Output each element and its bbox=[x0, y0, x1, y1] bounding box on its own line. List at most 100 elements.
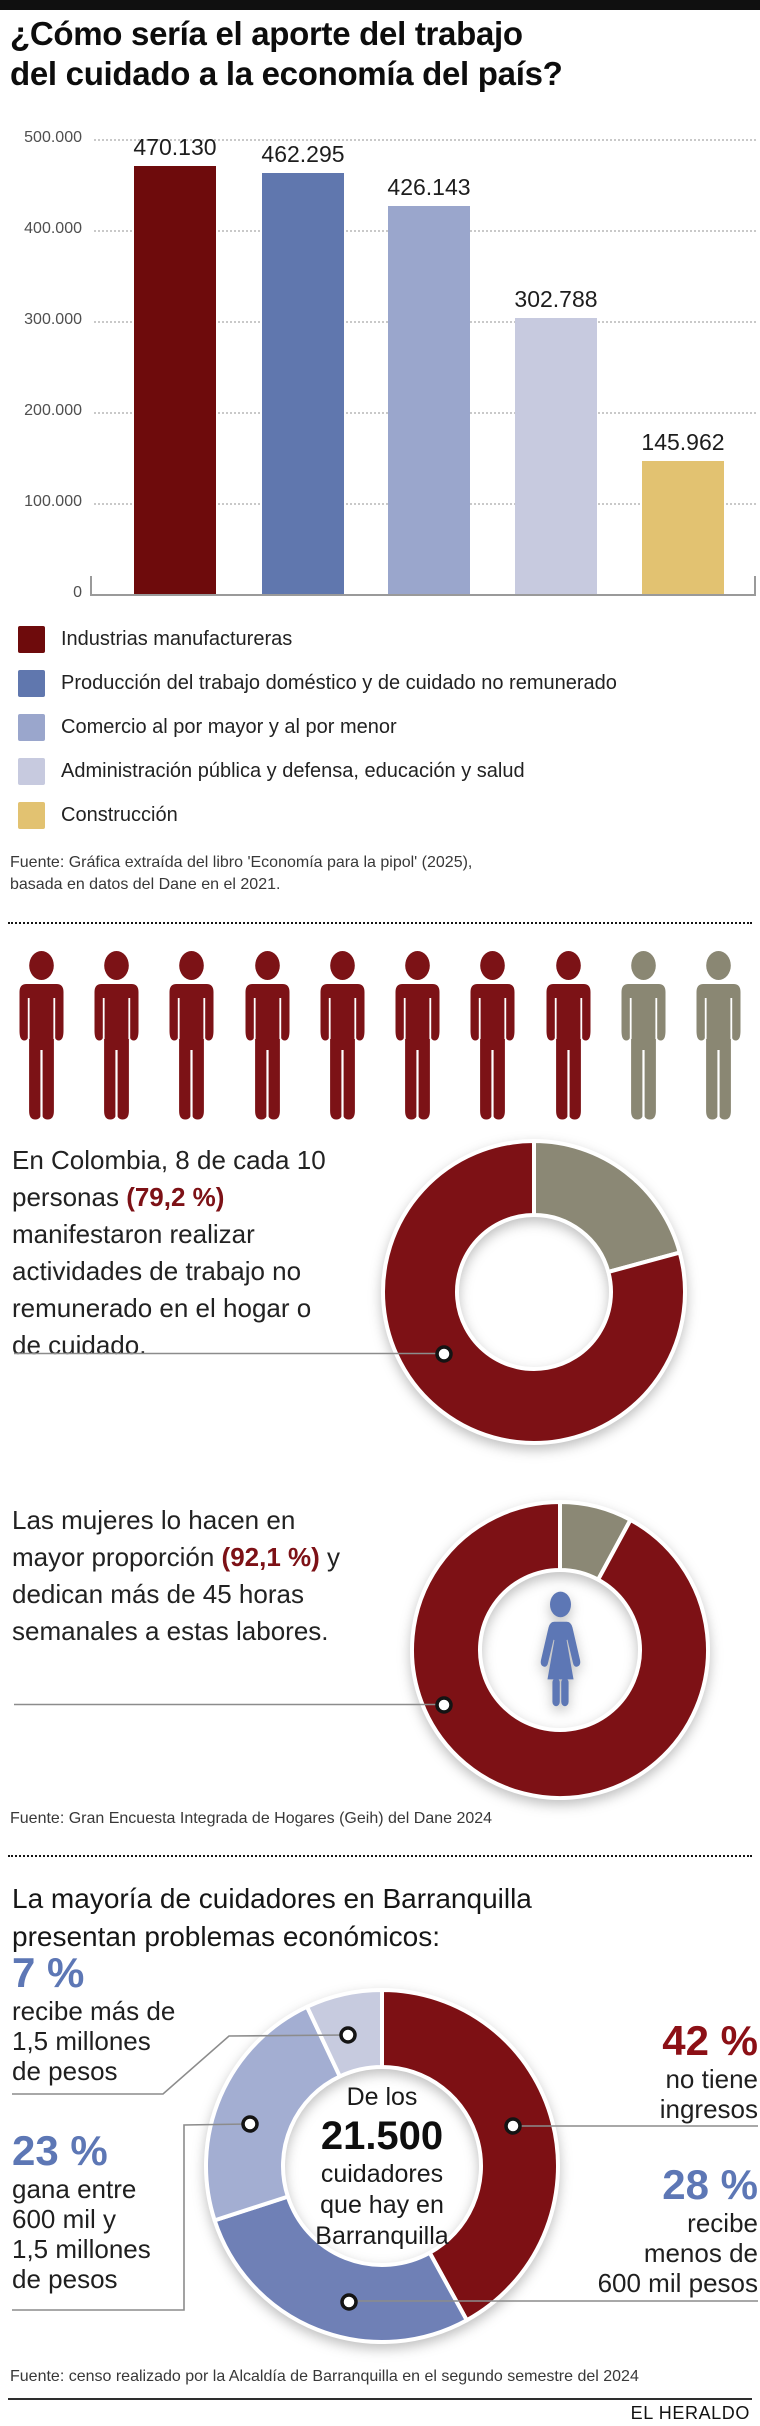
legend-label: Construcción bbox=[61, 804, 178, 826]
source-bar-chart: Fuente: Gráfica extraída del libro 'Econ… bbox=[10, 852, 570, 896]
legend-swatch bbox=[18, 714, 45, 741]
person-icon-active bbox=[10, 951, 73, 1121]
legend-item-5: Construcción bbox=[18, 802, 748, 829]
center-line-5: Barranquilla bbox=[315, 2222, 449, 2250]
person-icon bbox=[94, 951, 139, 1121]
person-icon bbox=[245, 951, 290, 1121]
person-icon bbox=[696, 951, 741, 1121]
bar-value-label: 426.143 bbox=[387, 174, 471, 201]
donut-chart-92 bbox=[410, 1500, 710, 1800]
legend-item-4: Administración pública y defensa, educac… bbox=[18, 758, 748, 785]
source-censo: Fuente: censo realizado por la Alcaldía … bbox=[10, 2368, 639, 2385]
person-icon bbox=[320, 951, 365, 1121]
legend-swatch bbox=[18, 802, 45, 829]
center-total: 21.500 bbox=[320, 2114, 444, 2158]
legend-item-3: Comercio al por mayor y al por menor bbox=[18, 714, 748, 741]
source-line1: Fuente: Gráfica extraída del libro 'Econ… bbox=[10, 854, 473, 871]
legend-item-2: Producción del trabajo doméstico y de cu… bbox=[18, 670, 748, 697]
person-icon-active bbox=[461, 951, 524, 1121]
legend-label: Comercio al por mayor y al por menor bbox=[61, 716, 397, 738]
legend-item-1: Industrias manufactureras bbox=[18, 626, 748, 653]
legend-swatch bbox=[18, 670, 45, 697]
axis-tick-left bbox=[90, 576, 92, 594]
y-axis-tick-label: 100.000 bbox=[24, 493, 82, 510]
brand-logo: EL HERALDO bbox=[630, 2403, 750, 2423]
person-icon bbox=[395, 951, 440, 1121]
paragraph-mujeres: Las mujeres lo hacen en mayor proporción… bbox=[12, 1505, 341, 1646]
callout-23pct-label: gana entre 600 mil y 1,5 millones de pesos bbox=[12, 2174, 151, 2294]
legend-swatch bbox=[18, 626, 45, 653]
bar-value-label: 145.962 bbox=[641, 429, 725, 456]
donut-chart-cuidadores bbox=[204, 1988, 560, 2344]
axis-tick-right bbox=[754, 576, 756, 594]
person-icon-active bbox=[160, 951, 223, 1121]
person-icon bbox=[169, 951, 214, 1121]
page-title: ¿Cómo sería el aporte del trabajo del cu… bbox=[10, 14, 750, 94]
person-icon-active bbox=[85, 951, 148, 1121]
woman-icon bbox=[540, 1591, 581, 1707]
donut-center-text: De los 21.500 cuidadores que hay en Barr… bbox=[282, 2082, 482, 2252]
legend-label: Administración pública y defensa, educac… bbox=[61, 760, 525, 782]
donut-chart-79 bbox=[381, 1139, 687, 1445]
person-icon bbox=[19, 951, 64, 1121]
dotted-separator-2 bbox=[8, 1855, 752, 1857]
legend-label: Producción del trabajo doméstico y de cu… bbox=[61, 672, 617, 694]
center-line-3: cuidadores bbox=[320, 2160, 444, 2188]
legend-label: Industrias manufactureras bbox=[61, 628, 293, 650]
barranquilla-title-line2: presentan problemas económicos: bbox=[12, 1921, 441, 1952]
bar-value-label: 462.295 bbox=[261, 141, 345, 168]
callout-42pct-label: no tiene ingresos bbox=[659, 2064, 758, 2124]
barranquilla-title-line1: La mayoría de cuidadores en Barranquilla bbox=[12, 1883, 532, 1914]
paragraph-colombia: En Colombia, 8 de cada 10 personas (79,2… bbox=[12, 1145, 326, 1360]
callout-28pct-value: 28 % bbox=[662, 2161, 758, 2208]
y-axis-tick-label: 200.000 bbox=[24, 402, 82, 419]
person-icon-active bbox=[236, 951, 299, 1121]
y-axis-tick-label: 400.000 bbox=[24, 220, 82, 237]
donut-slice-1 bbox=[381, 1139, 687, 1445]
footer-rule bbox=[8, 2398, 752, 2400]
callout-23pct-value: 23 % bbox=[12, 2127, 108, 2174]
callout-42pct: 42 % no tiene ingresos bbox=[558, 2017, 758, 2125]
section-barranquilla-title: La mayoría de cuidadores en Barranquilla… bbox=[12, 1880, 712, 1956]
dotted-separator-1 bbox=[8, 922, 752, 924]
callout-28pct: 28 % recibe menos de 600 mil pesos bbox=[528, 2161, 758, 2299]
bar-value-label: 302.788 bbox=[514, 286, 598, 313]
person-icon-active bbox=[386, 951, 449, 1121]
y-axis-tick-label: 300.000 bbox=[24, 311, 82, 328]
page-title-line2: del cuidado a la economía del país? bbox=[10, 55, 563, 92]
callout-7pct-value: 7 % bbox=[12, 1949, 85, 1996]
page-title-line1: ¿Cómo sería el aporte del trabajo bbox=[10, 15, 523, 52]
bar-chart-legend: Industrias manufactureras Producción del … bbox=[18, 626, 748, 846]
bar-value-label: 470.130 bbox=[133, 134, 217, 161]
bar-3 bbox=[388, 206, 470, 594]
bar-4 bbox=[515, 318, 597, 594]
bar-1 bbox=[134, 166, 216, 594]
legend-swatch bbox=[18, 758, 45, 785]
x-axis-line bbox=[90, 594, 756, 596]
callout-42pct-value: 42 % bbox=[662, 2017, 758, 2064]
person-icon-active bbox=[311, 951, 374, 1121]
center-line-1: De los bbox=[346, 2083, 418, 2111]
person-icon-active bbox=[537, 951, 600, 1121]
callout-7pct: 7 % recibe más de 1,5 millones de pesos bbox=[12, 1949, 182, 2087]
donut-slice-0 bbox=[380, 1988, 560, 2323]
y-axis-tick-label: 500.000 bbox=[24, 129, 82, 146]
callout-23pct: 23 % gana entre 600 mil y 1,5 millones de p… bbox=[12, 2127, 182, 2295]
person-icon bbox=[621, 951, 666, 1121]
people-pictogram-row bbox=[10, 951, 750, 1121]
bar-chart: 500.000 400.000 300.000 200.000 100.000 0 470.… bbox=[0, 128, 760, 601]
gridline bbox=[94, 139, 756, 141]
source-line2: basada en datos del Dane en el 2021. bbox=[10, 876, 281, 893]
center-line-4: que hay en bbox=[320, 2191, 444, 2219]
person-icon bbox=[470, 951, 515, 1121]
donut-slice-0 bbox=[532, 1139, 682, 1274]
callout-7pct-label: recibe más de 1,5 millones de pesos bbox=[12, 1996, 176, 2086]
person-icon-inactive bbox=[612, 951, 675, 1121]
person-icon-inactive bbox=[687, 951, 750, 1121]
person-icon bbox=[546, 951, 591, 1121]
bar-2 bbox=[262, 173, 344, 594]
bar-5 bbox=[642, 461, 724, 594]
top-black-bar bbox=[0, 0, 760, 10]
donut-slice-1 bbox=[410, 1500, 710, 1800]
